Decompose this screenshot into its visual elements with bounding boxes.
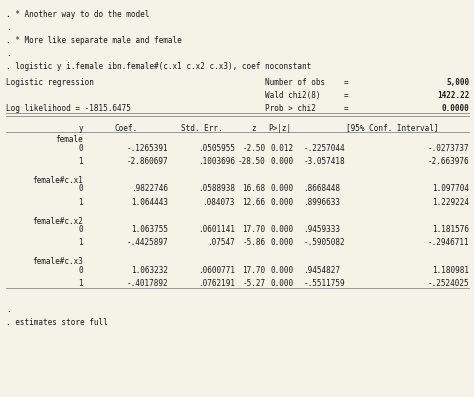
Text: 1.097704: 1.097704 <box>432 185 469 193</box>
Text: 1.063755: 1.063755 <box>131 225 168 234</box>
Text: 5,000: 5,000 <box>446 78 469 87</box>
Text: 0.000: 0.000 <box>271 279 294 288</box>
Text: .9822746: .9822746 <box>131 185 168 193</box>
Text: Prob > chi2: Prob > chi2 <box>265 104 316 113</box>
Text: 0.0000: 0.0000 <box>441 104 469 113</box>
Text: 1.229224: 1.229224 <box>432 198 469 206</box>
Text: . * More like separate male and female: . * More like separate male and female <box>6 36 182 45</box>
Text: -28.50: -28.50 <box>237 157 265 166</box>
Text: female#c.x2: female#c.x2 <box>32 216 83 225</box>
Text: .07547: .07547 <box>207 238 235 247</box>
Text: -.4425897: -.4425897 <box>127 238 168 247</box>
Text: [95% Conf. Interval]: [95% Conf. Interval] <box>346 123 438 133</box>
Text: 1.181576: 1.181576 <box>432 225 469 234</box>
Text: -.2257044: -.2257044 <box>303 144 345 153</box>
Text: Std. Err.: Std. Err. <box>181 123 222 133</box>
Text: 1422.22: 1422.22 <box>437 91 469 100</box>
Text: 0: 0 <box>78 266 83 275</box>
Text: 12.66: 12.66 <box>242 198 265 206</box>
Text: 1: 1 <box>78 238 83 247</box>
Text: .: . <box>6 305 10 314</box>
Text: . logistic y i.female ibn.female#(c.x1 c.x2 c.x3), coef noconstant: . logistic y i.female ibn.female#(c.x1 c… <box>6 62 311 71</box>
Text: 0.000: 0.000 <box>271 157 294 166</box>
Text: 0.000: 0.000 <box>271 238 294 247</box>
Text: -.5511759: -.5511759 <box>303 279 345 288</box>
Text: .1003696: .1003696 <box>198 157 235 166</box>
Text: .0600771: .0600771 <box>198 266 235 275</box>
Text: 0.000: 0.000 <box>271 185 294 193</box>
Text: .0505955: .0505955 <box>198 144 235 153</box>
Text: .8996633: .8996633 <box>303 198 340 206</box>
Text: -2.50: -2.50 <box>242 144 265 153</box>
Text: . * Another way to do the model: . * Another way to do the model <box>6 10 149 19</box>
Text: .9459333: .9459333 <box>303 225 340 234</box>
Text: 0.012: 0.012 <box>271 144 294 153</box>
Text: =: = <box>344 91 348 100</box>
Text: -.5905082: -.5905082 <box>303 238 345 247</box>
Text: -5.27: -5.27 <box>242 279 265 288</box>
Text: -.1265391: -.1265391 <box>127 144 168 153</box>
Text: =: = <box>344 78 348 87</box>
Text: .: . <box>6 49 10 58</box>
Text: 0: 0 <box>78 185 83 193</box>
Text: .0762191: .0762191 <box>198 279 235 288</box>
Text: .084073: .084073 <box>202 198 235 206</box>
Text: 0.000: 0.000 <box>271 198 294 206</box>
Text: y: y <box>78 123 83 133</box>
Text: 1: 1 <box>78 279 83 288</box>
Text: 0.000: 0.000 <box>271 225 294 234</box>
Text: 0: 0 <box>78 144 83 153</box>
Text: -.2946711: -.2946711 <box>428 238 469 247</box>
Text: 0.000: 0.000 <box>271 266 294 275</box>
Text: 17.70: 17.70 <box>242 225 265 234</box>
Text: . estimates store full: . estimates store full <box>6 318 108 327</box>
Text: .: . <box>6 23 10 32</box>
Text: -3.057418: -3.057418 <box>303 157 345 166</box>
Text: female#c.x1: female#c.x1 <box>32 176 83 185</box>
Text: Wald chi2(8): Wald chi2(8) <box>265 91 321 100</box>
Text: 1: 1 <box>78 198 83 206</box>
Text: 1.064443: 1.064443 <box>131 198 168 206</box>
Text: -2.663976: -2.663976 <box>428 157 469 166</box>
Text: .8668448: .8668448 <box>303 185 340 193</box>
Text: -.4017892: -.4017892 <box>127 279 168 288</box>
Text: 1: 1 <box>78 157 83 166</box>
Text: female: female <box>55 135 83 144</box>
Text: Coef.: Coef. <box>114 123 137 133</box>
Text: -.2524025: -.2524025 <box>428 279 469 288</box>
Text: Logistic regression: Logistic regression <box>6 78 93 87</box>
Text: z: z <box>251 123 256 133</box>
Text: -.0273737: -.0273737 <box>428 144 469 153</box>
Text: 0: 0 <box>78 225 83 234</box>
Text: =: = <box>344 104 348 113</box>
Text: Log likelihood = -1815.6475: Log likelihood = -1815.6475 <box>6 104 130 113</box>
Text: .0601141: .0601141 <box>198 225 235 234</box>
Text: P>|z|: P>|z| <box>268 123 291 133</box>
Text: .9454827: .9454827 <box>303 266 340 275</box>
Text: female#c.x3: female#c.x3 <box>32 257 83 266</box>
Text: .0588938: .0588938 <box>198 185 235 193</box>
Text: 17.70: 17.70 <box>242 266 265 275</box>
Text: 16.68: 16.68 <box>242 185 265 193</box>
Text: Number of obs: Number of obs <box>265 78 326 87</box>
Text: 1.180981: 1.180981 <box>432 266 469 275</box>
Text: -5.86: -5.86 <box>242 238 265 247</box>
Text: -2.860697: -2.860697 <box>127 157 168 166</box>
Text: 1.063232: 1.063232 <box>131 266 168 275</box>
